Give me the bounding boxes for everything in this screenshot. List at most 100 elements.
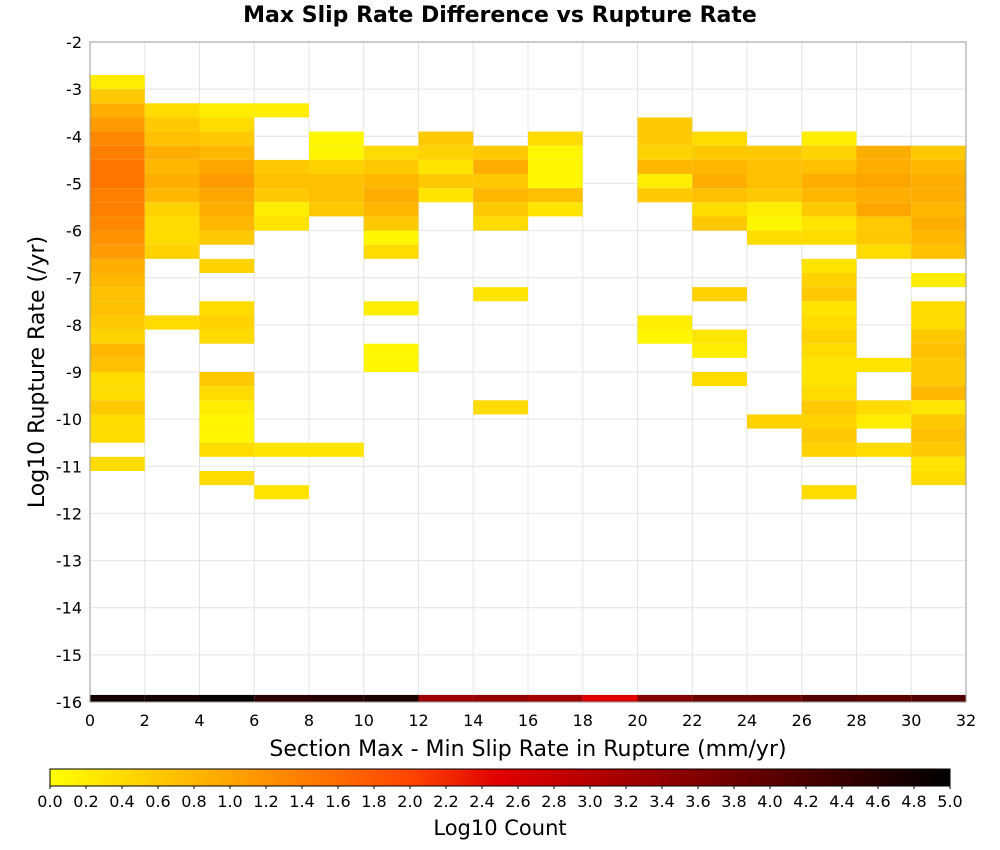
heatmap-cell [363,244,419,259]
heatmap-cell [418,131,474,146]
heatmap-cell [801,202,857,217]
heatmap-cell [254,188,309,203]
heatmap-cell [528,174,583,189]
colorbar-tick-labels: 0.0 0.2 0.4 0.6 0.8 1.0 1.2 1.4 1.6 1.8 2.0 2.2 2.4 2… [37,786,963,811]
x-tick-label: 22 [682,711,702,730]
heatmap-cell [144,202,200,217]
heatmap-cell [856,357,912,372]
heatmap-cell-bottom [582,694,638,702]
heatmap-cell [199,131,255,146]
heatmap-cell [801,485,857,500]
heatmap-cell-bottom [90,694,145,702]
heatmap-cell [801,386,857,401]
heatmap-cell [309,145,364,160]
heatmap-cell [309,442,364,457]
x-tick-label: 14 [463,711,483,730]
plot-frame [89,41,967,703]
heatmap-cell [309,131,364,146]
x-tick-label: 26 [792,711,812,730]
heatmap-cell [309,174,364,189]
heatmap-cell [90,414,145,429]
colorbar-tick-label: 4.6 [865,792,890,811]
heatmap-cell-bottom [363,694,419,702]
heatmap-cell [90,159,145,174]
heatmap-cell-bottom [747,694,802,702]
heatmap-cell [911,372,966,387]
heatmap-cell [199,301,255,316]
heatmap-cell [90,372,145,387]
colorbar-tick-label: 0.8 [181,792,206,811]
x-tick-label: 10 [354,711,374,730]
x-tick-label: 2 [140,711,150,730]
heatmap-cell [801,329,857,344]
heatmap-cell [637,145,693,160]
heatmap-cell [144,216,200,231]
heatmap-cell [801,216,857,231]
colorbar-tick-label: 3.6 [685,792,710,811]
heatmap-cell [637,117,693,132]
heatmap-cell-bottom [692,694,747,702]
heatmap-cell [692,159,747,174]
heatmap-cell [528,202,583,217]
heatmap-cell [911,357,966,372]
colorbar-tick-label: 2.0 [397,792,422,811]
heatmap-cell [473,287,528,302]
x-tick-label: 4 [194,711,204,730]
heatmap-cell [801,301,857,316]
heatmap-cell [199,103,255,118]
colorbar-tick-label: 2.6 [505,792,530,811]
heatmap-cell [144,117,200,132]
heatmap-cell [144,159,200,174]
heatmap-cell [637,329,693,344]
heatmap-cell [911,442,966,457]
heatmap-cell [473,202,528,217]
heatmap-cell [637,159,693,174]
colorbar-tick-label: 3.0 [577,792,602,811]
y-tick-label: -7 [66,269,82,288]
heatmap-cell-bottom [199,694,255,702]
heatmap-cell [801,145,857,160]
heatmap-cell [911,230,966,245]
heatmap-cell [254,216,309,231]
heatmap-cell [90,301,145,316]
heatmap-cell [90,230,145,245]
heatmap-cell [363,188,419,203]
heatmap-cell [911,471,966,486]
heatmap-cell [856,414,912,429]
heatmap-cell [692,287,747,302]
colorbar-tick-label: 4.2 [793,792,818,811]
colorbar-tick-label: 2.8 [541,792,566,811]
heatmap-cell [801,159,857,174]
heatmap-cell [856,230,912,245]
heatmap-cell [199,442,255,457]
colorbar-tick-label: 1.8 [361,792,386,811]
heatmap-cell [90,145,145,160]
heatmap-cell [856,442,912,457]
heatmap-cell [801,174,857,189]
heatmap-cell [363,174,419,189]
heatmap-cell [637,174,693,189]
heatmap-cell [911,244,966,259]
heatmap-cell [747,188,802,203]
heatmap-cell [144,145,200,160]
x-tick-label: 0 [85,711,95,730]
heatmap-cell [911,428,966,443]
heatmap-cell [911,315,966,330]
heatmap-cell [801,414,857,429]
heatmap-cell [254,174,309,189]
colorbar-tick-label: 3.2 [613,792,638,811]
colorbar-tick-label: 0.4 [109,792,134,811]
heatmap-cell [199,329,255,344]
colorbar-tick-label: 0.2 [73,792,98,811]
heatmap-cell [199,174,255,189]
chart-title: Max Slip Rate Difference vs Rupture Rate [243,3,757,28]
heatmap-cell [90,273,145,288]
heatmap-cell [418,159,474,174]
heatmap-cell-bottom [801,694,857,702]
heatmap-cell [309,159,364,174]
heatmap-cell [363,159,419,174]
y-tick-label: -14 [56,599,82,618]
colorbar-tick-label: 0.0 [37,792,62,811]
heatmap-cell [801,442,857,457]
heatmap-cell [199,230,255,245]
